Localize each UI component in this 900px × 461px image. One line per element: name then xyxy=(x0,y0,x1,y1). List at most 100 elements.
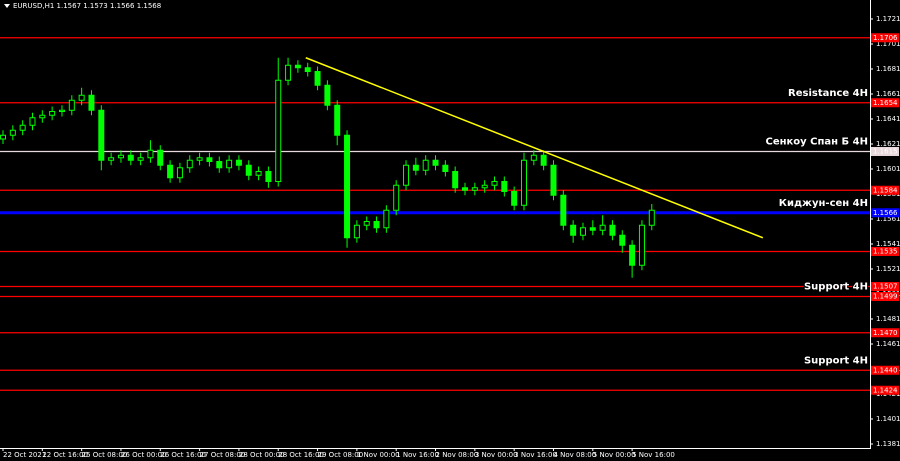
candle-body xyxy=(334,104,341,136)
level-price-box xyxy=(871,98,899,108)
level-price-box xyxy=(871,208,899,218)
y-tick-label: 1.1381 xyxy=(876,440,900,448)
candle-body xyxy=(235,159,242,166)
y-tick-label: 1.1401 xyxy=(876,415,900,423)
candle-body xyxy=(412,164,419,171)
candle-body xyxy=(462,187,469,191)
candle-body xyxy=(560,194,567,226)
candle-body xyxy=(147,149,154,159)
level-name: Сенкоу Спан Б 4Н xyxy=(765,137,868,148)
candle-body xyxy=(550,164,557,196)
candle-body xyxy=(589,227,596,231)
level-price-box xyxy=(871,292,899,301)
x-tick-label: 1 Nov 16:00 xyxy=(396,451,439,459)
level-price-box xyxy=(871,328,899,338)
y-tick-label: 1.1721 xyxy=(876,15,900,23)
candle-body xyxy=(452,171,459,189)
candle-body xyxy=(49,111,56,116)
x-tick-label: 28 Oct 00:00 xyxy=(239,451,285,459)
candle-body xyxy=(58,109,65,112)
x-tick-label: 2 Nov 08:00 xyxy=(436,451,479,459)
x-tick-label: 5 Nov 16:00 xyxy=(632,451,675,459)
y-tick-label: 1.1541 xyxy=(876,240,900,248)
y-tick-label: 1.1681 xyxy=(876,65,900,73)
level-price-label: 1.1440 xyxy=(873,366,898,374)
level-name: Resistance 4H xyxy=(788,88,868,99)
level-price-box xyxy=(871,147,899,156)
candle-body xyxy=(68,99,75,111)
candle-body xyxy=(294,64,301,69)
level-price-box xyxy=(871,247,899,256)
y-tick-label: 1.1621 xyxy=(876,140,900,148)
candle-body xyxy=(648,209,655,226)
candle-body xyxy=(265,171,272,182)
candle-body xyxy=(501,181,508,192)
candle-body xyxy=(629,244,636,266)
candle-body xyxy=(167,164,174,179)
candle-body xyxy=(579,227,586,236)
candle-body xyxy=(117,154,124,159)
candle-body xyxy=(196,157,203,161)
y-tick-label: 1.1461 xyxy=(876,340,900,348)
candle-body xyxy=(383,209,390,229)
x-tick-label: 5 Nov 00:00 xyxy=(593,451,636,459)
level-price-label: 1.1424 xyxy=(873,386,898,394)
level-price-label: 1.1706 xyxy=(873,34,898,42)
chart-title: EURUSD,H1 1.1567 1.1573 1.1566 1.1568 xyxy=(13,2,161,10)
candle-body xyxy=(98,109,105,161)
menu-arrow[interactable] xyxy=(4,4,10,8)
candle-body xyxy=(422,159,429,171)
y-tick-label: 1.1481 xyxy=(876,315,900,323)
candle-body xyxy=(157,149,164,166)
candle-body xyxy=(78,94,85,101)
candle-body xyxy=(127,154,134,161)
candle-body xyxy=(39,114,46,119)
candle-body xyxy=(0,134,6,140)
level-price-label: 1.1535 xyxy=(873,248,898,256)
x-tick-label: 3 Nov 00:00 xyxy=(475,451,518,459)
candle-body xyxy=(520,159,527,206)
y-tick-label: 1.1521 xyxy=(876,265,900,273)
candle-body xyxy=(353,224,360,239)
level-name: Support 4H xyxy=(804,355,868,366)
candle-body xyxy=(638,224,645,266)
candle-body xyxy=(344,134,351,239)
level-price-label: 1.1615 xyxy=(873,148,898,156)
level-price-label: 1.1584 xyxy=(873,186,898,194)
candle-body xyxy=(373,221,380,229)
level-price-box xyxy=(871,282,899,291)
candle-body xyxy=(137,157,144,161)
level-price-box xyxy=(871,33,899,43)
trend-line xyxy=(305,57,764,239)
y-tick-label: 1.1701 xyxy=(876,40,900,48)
candle-body xyxy=(599,224,606,231)
candle-body xyxy=(304,67,311,72)
candle-body xyxy=(403,164,410,186)
x-tick-label: 1 Nov 00:00 xyxy=(357,451,400,459)
candle-body xyxy=(176,167,183,179)
candle-body xyxy=(619,234,626,246)
x-tick-label: 26 Oct 16:00 xyxy=(160,451,206,459)
candle-body xyxy=(285,64,292,81)
candle-body xyxy=(88,94,95,111)
candle-body xyxy=(324,84,331,106)
candle-body xyxy=(393,184,400,211)
x-tick-label: 25 Oct 08:00 xyxy=(82,451,128,459)
candle-body xyxy=(9,129,16,136)
candle-body xyxy=(481,184,488,189)
candle-body xyxy=(19,124,26,131)
candle-body xyxy=(471,187,478,191)
candle-body xyxy=(540,154,547,166)
y-tick-label: 1.1661 xyxy=(876,90,900,98)
x-tick-label: 27 Oct 08:00 xyxy=(200,451,246,459)
candle-body xyxy=(491,181,498,186)
level-name: Киджун-сен 4Н xyxy=(779,198,868,209)
x-tick-label: 22 Oct 16:00 xyxy=(42,451,88,459)
candle-body xyxy=(609,224,616,236)
candle-body xyxy=(216,161,223,169)
candle-body xyxy=(363,221,370,226)
x-tick-label: 26 Oct 00:00 xyxy=(121,451,167,459)
